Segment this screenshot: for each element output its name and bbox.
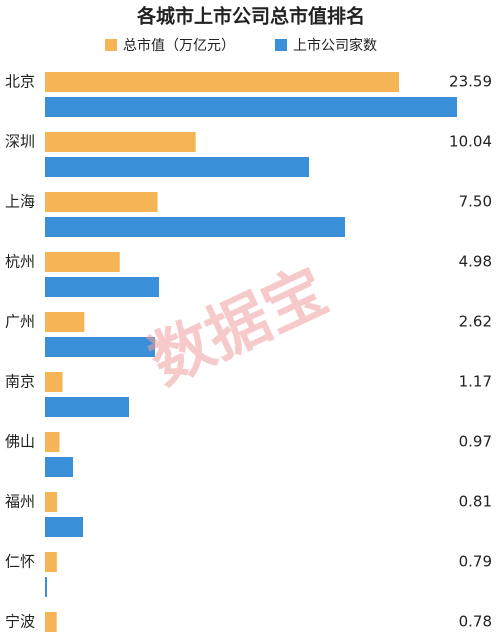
category-label: 上海 bbox=[5, 193, 35, 211]
bar bbox=[45, 492, 58, 512]
value-label: 0.79 bbox=[459, 553, 492, 571]
bar bbox=[45, 72, 399, 92]
value-label: 7.50 bbox=[459, 193, 492, 211]
legend-label: 总市值（万亿元） bbox=[123, 37, 235, 54]
category-label: 仁怀 bbox=[5, 553, 35, 571]
value-label: 4.98 bbox=[459, 253, 492, 271]
bar bbox=[45, 97, 457, 117]
value-label: 0.81 bbox=[459, 493, 492, 511]
bar bbox=[45, 517, 83, 537]
watermark: 数据宝 bbox=[138, 254, 337, 399]
bar bbox=[45, 337, 155, 357]
bar bbox=[45, 277, 159, 297]
chart-title: 各城市上市公司总市值排名 bbox=[136, 5, 365, 28]
bar bbox=[45, 252, 120, 272]
bar bbox=[45, 577, 47, 597]
value-label: 23.59 bbox=[449, 73, 492, 91]
category-label: 杭州 bbox=[5, 253, 35, 271]
bar bbox=[45, 157, 309, 177]
bar bbox=[45, 552, 57, 572]
category-label: 南京 bbox=[5, 373, 35, 391]
bar bbox=[45, 312, 85, 332]
category-label: 深圳 bbox=[5, 133, 35, 151]
value-label: 10.04 bbox=[449, 133, 492, 151]
legend-swatch bbox=[275, 39, 287, 51]
bar bbox=[45, 372, 63, 392]
bar bbox=[45, 397, 129, 417]
category-label: 广州 bbox=[5, 313, 35, 331]
category-label: 福州 bbox=[5, 493, 35, 511]
category-label: 宁波 bbox=[5, 613, 35, 631]
value-label: 0.78 bbox=[459, 613, 492, 631]
bar bbox=[45, 612, 57, 632]
bar bbox=[45, 217, 345, 237]
legend-label: 上市公司家数 bbox=[293, 37, 377, 54]
value-label: 1.17 bbox=[459, 373, 492, 391]
bar bbox=[45, 192, 158, 212]
bar bbox=[45, 457, 73, 477]
legend-swatch bbox=[105, 39, 117, 51]
bar bbox=[45, 132, 196, 152]
category-label: 佛山 bbox=[5, 433, 35, 451]
value-label: 2.62 bbox=[459, 313, 492, 331]
category-label: 北京 bbox=[5, 73, 35, 91]
value-label: 0.97 bbox=[459, 433, 492, 451]
bar bbox=[45, 432, 60, 452]
